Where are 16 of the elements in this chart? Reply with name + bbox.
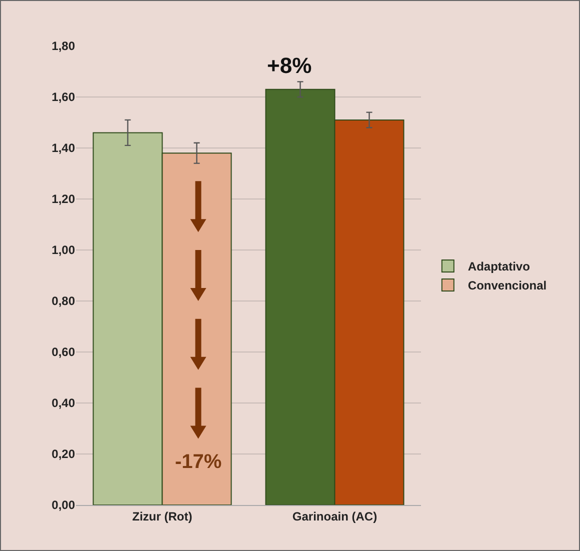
annotation: +8% <box>267 53 312 78</box>
y-tick-label: 0,80 <box>52 294 76 308</box>
y-tick-label: 1,00 <box>52 243 76 258</box>
y-tick-label: 1,60 <box>52 90 76 104</box>
y-tick-label: 1,20 <box>52 192 76 206</box>
y-tick-label: 1,40 <box>52 141 76 156</box>
annotation: -17% <box>175 451 222 473</box>
y-tick-label: 1,80 <box>52 39 76 54</box>
y-tick-label: 0,20 <box>52 447 76 462</box>
y-tick-label: 0,60 <box>52 345 76 360</box>
y-tick-label: 0,00 <box>52 498 76 512</box>
y-tick-label: 0,40 <box>52 396 76 410</box>
x-tick-label: Garinoain (AC) <box>292 509 378 524</box>
x-tick-label: Zizur (Rot) <box>132 509 192 524</box>
legend-label: Convencional <box>468 278 547 293</box>
legend-label: Adaptativo <box>468 260 530 274</box>
